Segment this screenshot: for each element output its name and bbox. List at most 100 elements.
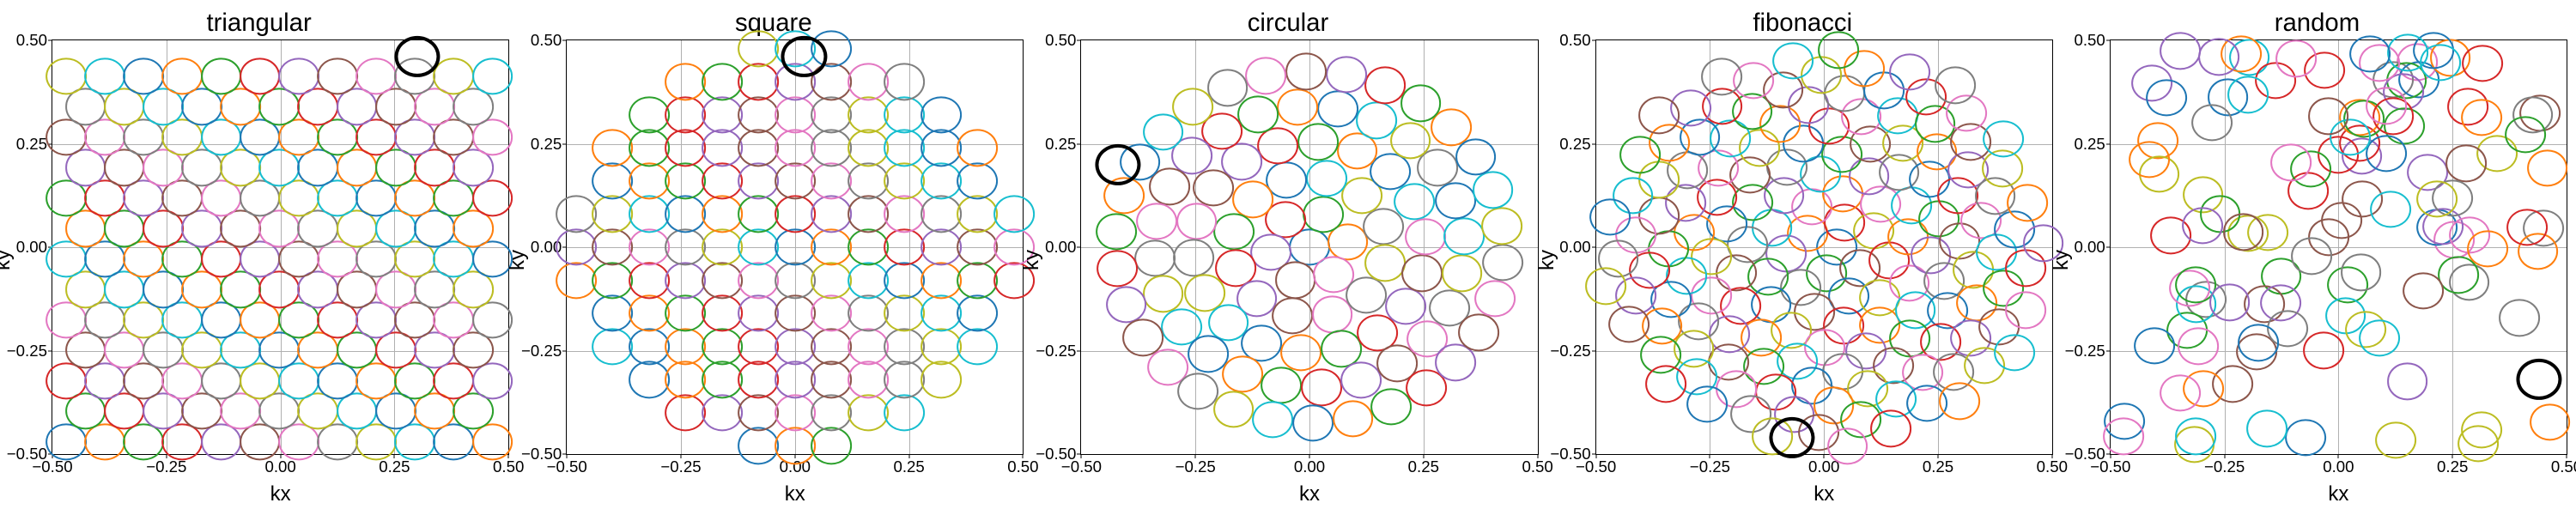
x-axis-label: kx <box>1080 482 1538 506</box>
x-tick-label: 0.50 <box>2037 457 2068 476</box>
marker-circle <box>811 394 852 431</box>
marker-circle <box>775 328 816 365</box>
marker-circle <box>2341 254 2382 291</box>
y-tick-label: −0.50 <box>2065 445 2105 464</box>
marker-circle <box>775 394 816 431</box>
marker-circle <box>240 58 281 94</box>
y-tick-label: −0.25 <box>1036 342 1076 360</box>
marker-circle <box>920 262 962 299</box>
marker-circle <box>775 262 816 299</box>
marker-circle <box>355 58 397 94</box>
marker-circle <box>1340 361 1382 398</box>
marker-circle <box>702 262 743 299</box>
y-tick <box>1592 454 1596 455</box>
marker-circle <box>1609 306 1650 342</box>
marker-circle <box>84 58 125 94</box>
marker-circle <box>1474 280 1516 317</box>
y-tick <box>1077 454 1081 455</box>
marker-circle <box>592 262 633 299</box>
marker-circle <box>775 162 816 199</box>
marker-circle <box>2246 409 2287 446</box>
marker-circle <box>1317 90 1358 127</box>
marker-circle <box>811 427 852 464</box>
marker-circle <box>629 262 670 299</box>
y-tick <box>562 143 567 144</box>
x-tick-label: 0.25 <box>893 457 924 476</box>
plot-wrap: ky−0.50−0.250.000.250.50−0.50−0.250.000.… <box>9 39 509 481</box>
axes: −0.50−0.250.000.250.50−0.50−0.250.000.25… <box>1595 39 2053 455</box>
marker-circle <box>592 228 633 265</box>
plot-wrap: ky−0.50−0.250.000.250.50−0.50−0.250.000.… <box>2067 39 2567 481</box>
marker-circle <box>1272 297 1313 334</box>
y-tick-label: 0.50 <box>531 31 562 50</box>
marker-circle <box>665 96 706 133</box>
marker-circle <box>1482 244 1523 281</box>
y-tick-label: −0.25 <box>7 342 47 360</box>
marker-circle <box>920 162 962 199</box>
marker-circle <box>738 427 779 464</box>
marker-circle <box>1176 203 1218 239</box>
marker-circle <box>811 130 852 167</box>
x-tick-label: 0.00 <box>264 457 295 476</box>
marker-circle <box>2276 40 2318 77</box>
plot-wrap: ky−0.50−0.250.000.250.50−0.50−0.250.000.… <box>523 39 1024 481</box>
marker-circle <box>2227 76 2269 113</box>
marker-circle <box>2146 79 2187 116</box>
x-tick-label: −0.25 <box>1176 457 1216 476</box>
x-tick-label: 0.50 <box>2551 457 2576 476</box>
marker-circle <box>2182 207 2223 244</box>
marker-circle <box>629 294 670 331</box>
marker-circle <box>2462 45 2503 82</box>
x-tick-label: 0.25 <box>1923 457 1953 476</box>
marker-circle <box>884 64 925 100</box>
marker-circle <box>702 394 743 431</box>
marker-circle <box>1356 102 1397 139</box>
x-axis-label: kx <box>1595 482 2053 506</box>
marker-circle <box>629 228 670 265</box>
marker-circle <box>848 196 889 233</box>
marker-circle <box>1473 172 1514 209</box>
marker-circle <box>1143 276 1184 312</box>
marker-circle <box>738 294 779 331</box>
marker-circle <box>2370 191 2411 227</box>
marker-circle <box>556 228 597 265</box>
y-axis-label: ky <box>2050 250 2074 270</box>
plot-wrap: ky−0.50−0.250.000.250.50−0.50−0.250.000.… <box>1037 39 1538 481</box>
marker-circle <box>738 196 779 233</box>
marker-circle <box>1346 276 1387 313</box>
marker-circle <box>2291 238 2332 275</box>
marker-circle <box>629 328 670 365</box>
marker-circle <box>2223 214 2264 251</box>
marker-circle <box>1370 388 1412 425</box>
marker-circle <box>884 228 925 265</box>
marker-circle <box>1303 196 1345 233</box>
axes: −0.50−0.250.000.250.50−0.50−0.250.000.25… <box>2110 39 2567 455</box>
marker-circle <box>884 130 925 167</box>
y-tick <box>2106 40 2111 41</box>
axes: −0.50−0.250.000.250.50−0.50−0.250.000.25… <box>52 39 509 455</box>
marker-circle <box>957 262 998 299</box>
marker-circle <box>738 162 779 199</box>
marker-circle <box>2303 332 2344 369</box>
marker-circle <box>1435 182 1476 219</box>
marker-circle <box>920 196 962 233</box>
panel-title: triangular <box>9 9 509 38</box>
marker-circle <box>1222 355 1263 392</box>
marker-circle <box>1364 67 1406 104</box>
panel-title: circular <box>1037 9 1538 38</box>
marker-circle <box>1333 400 1374 437</box>
marker-circle <box>884 361 925 398</box>
marker-circle <box>1213 213 1255 250</box>
marker-circle <box>1237 96 1279 133</box>
marker-circle <box>738 262 779 299</box>
axes: −0.50−0.250.000.250.50−0.50−0.250.000.25… <box>1080 39 1538 455</box>
marker-circle <box>1297 124 1339 161</box>
marker-circle <box>1261 367 1302 403</box>
y-tick-label: 0.00 <box>2075 238 2105 257</box>
marker-circle <box>2527 149 2568 186</box>
x-tick-label: 0.25 <box>1408 457 1439 476</box>
marker-circle <box>2417 180 2458 217</box>
y-tick-label: 0.00 <box>16 238 47 257</box>
y-tick-label: −0.50 <box>1550 445 1590 464</box>
marker-circle <box>702 361 743 398</box>
